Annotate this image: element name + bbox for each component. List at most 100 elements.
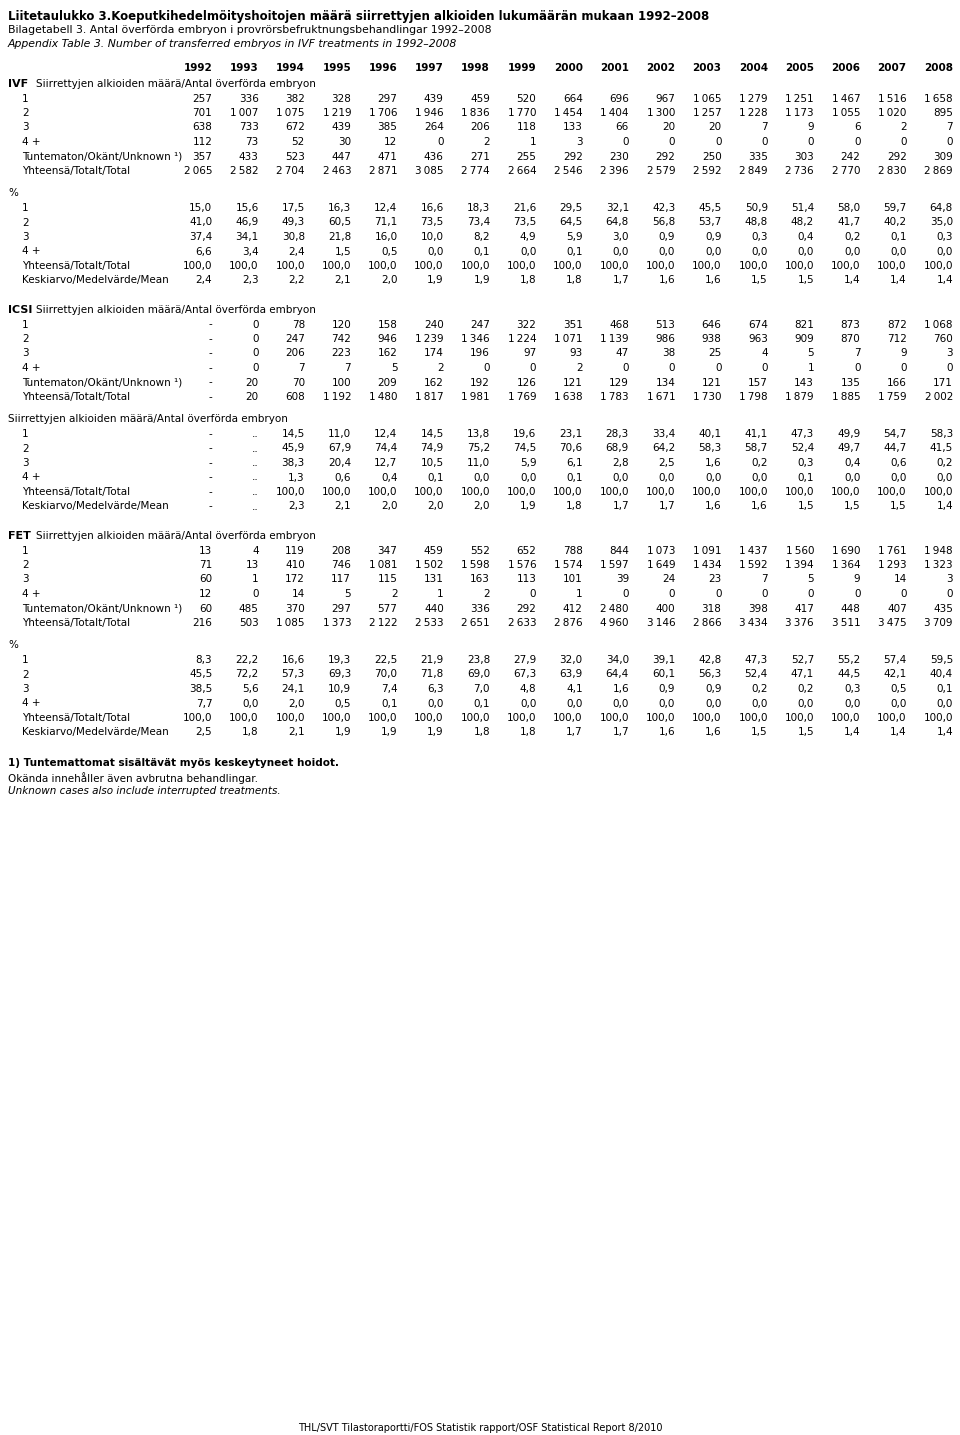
Text: 100,0: 100,0 xyxy=(415,713,444,723)
Text: 63,9: 63,9 xyxy=(560,670,583,680)
Text: ..: .. xyxy=(252,458,258,468)
Text: 0: 0 xyxy=(252,588,258,598)
Text: 5,9: 5,9 xyxy=(519,458,537,468)
Text: 0,0: 0,0 xyxy=(752,247,768,257)
Text: 1,5: 1,5 xyxy=(844,501,860,511)
Text: 2: 2 xyxy=(22,670,29,680)
Text: 44,7: 44,7 xyxy=(883,443,906,453)
Text: 20: 20 xyxy=(662,122,675,132)
Text: 2 533: 2 533 xyxy=(415,618,444,629)
Text: 638: 638 xyxy=(192,122,212,132)
Text: 78: 78 xyxy=(292,320,305,330)
Text: 15,6: 15,6 xyxy=(235,202,258,212)
Text: 440: 440 xyxy=(424,604,444,614)
Text: 309: 309 xyxy=(933,152,953,162)
Text: 3,0: 3,0 xyxy=(612,232,629,243)
Text: 459: 459 xyxy=(470,93,490,103)
Text: 2004: 2004 xyxy=(738,63,768,73)
Text: Siirrettyjen alkioiden määrä/Antal överförda embryon: Siirrettyjen alkioiden määrä/Antal överf… xyxy=(8,415,288,425)
Text: 100: 100 xyxy=(331,377,351,387)
Text: 41,7: 41,7 xyxy=(837,218,860,228)
Text: 113: 113 xyxy=(516,574,537,584)
Text: 8,3: 8,3 xyxy=(196,654,212,664)
Text: 2 002: 2 002 xyxy=(924,392,953,402)
Text: 0,2: 0,2 xyxy=(752,684,768,695)
Text: 0: 0 xyxy=(947,588,953,598)
Text: 0,5: 0,5 xyxy=(381,247,397,257)
Text: 1 946: 1 946 xyxy=(415,108,444,118)
Text: 2 871: 2 871 xyxy=(369,166,397,177)
Text: 1 480: 1 480 xyxy=(369,392,397,402)
Text: 100,0: 100,0 xyxy=(831,713,860,723)
Text: 1 576: 1 576 xyxy=(508,560,537,570)
Text: 208: 208 xyxy=(331,545,351,555)
Text: 10,0: 10,0 xyxy=(420,232,444,243)
Text: ..: .. xyxy=(252,429,258,439)
Text: 0,6: 0,6 xyxy=(890,458,906,468)
Text: ..: .. xyxy=(252,472,258,482)
Text: 7,0: 7,0 xyxy=(473,684,490,695)
Text: 1 658: 1 658 xyxy=(924,93,953,103)
Text: 0: 0 xyxy=(761,136,768,146)
Text: 1 219: 1 219 xyxy=(323,108,351,118)
Text: 100,0: 100,0 xyxy=(924,261,953,271)
Text: 100,0: 100,0 xyxy=(553,713,583,723)
Text: 4,9: 4,9 xyxy=(519,232,537,243)
Text: 70: 70 xyxy=(292,377,305,387)
Text: 2,3: 2,3 xyxy=(242,276,258,286)
Text: 73,5: 73,5 xyxy=(513,218,537,228)
Text: 72,2: 72,2 xyxy=(235,670,258,680)
Text: 1: 1 xyxy=(22,320,29,330)
Text: 100,0: 100,0 xyxy=(924,713,953,723)
Text: 264: 264 xyxy=(424,122,444,132)
Text: 100,0: 100,0 xyxy=(229,713,258,723)
Text: 7: 7 xyxy=(299,363,305,373)
Text: 1,8: 1,8 xyxy=(566,276,583,286)
Text: 7: 7 xyxy=(761,122,768,132)
Text: 2: 2 xyxy=(22,218,29,228)
Text: -: - xyxy=(208,472,212,482)
Text: 20: 20 xyxy=(708,122,722,132)
Text: 53,7: 53,7 xyxy=(698,218,722,228)
Text: 1,6: 1,6 xyxy=(705,501,722,511)
Text: 1,9: 1,9 xyxy=(519,501,537,511)
Text: 162: 162 xyxy=(424,377,444,387)
Text: 1995: 1995 xyxy=(323,63,351,73)
Text: 100,0: 100,0 xyxy=(182,713,212,723)
Text: 1,5: 1,5 xyxy=(334,247,351,257)
Text: 436: 436 xyxy=(424,152,444,162)
Text: 1997: 1997 xyxy=(415,63,444,73)
Text: 59,7: 59,7 xyxy=(883,202,906,212)
Text: 1,7: 1,7 xyxy=(612,501,629,511)
Text: -: - xyxy=(208,377,212,387)
Text: 100,0: 100,0 xyxy=(692,261,722,271)
Text: 646: 646 xyxy=(702,320,722,330)
Text: 520: 520 xyxy=(516,93,537,103)
Text: 117: 117 xyxy=(331,574,351,584)
Text: 0,0: 0,0 xyxy=(752,699,768,709)
Text: 1: 1 xyxy=(576,588,583,598)
Text: 1 073: 1 073 xyxy=(647,545,675,555)
Text: 6: 6 xyxy=(853,122,860,132)
Text: 45,5: 45,5 xyxy=(698,202,722,212)
Text: 3,4: 3,4 xyxy=(242,247,258,257)
Text: 1993: 1993 xyxy=(229,63,258,73)
Text: 2 122: 2 122 xyxy=(369,618,397,629)
Text: 788: 788 xyxy=(563,545,583,555)
Text: 0: 0 xyxy=(252,320,258,330)
Text: 2: 2 xyxy=(437,363,444,373)
Text: 100,0: 100,0 xyxy=(877,486,906,497)
Text: THL/SVT Tilastoraportti/FOS Statistik rapport/OSF Statistical Report 8/2010: THL/SVT Tilastoraportti/FOS Statistik ra… xyxy=(298,1424,662,1434)
Text: 8,2: 8,2 xyxy=(473,232,490,243)
Text: 12,4: 12,4 xyxy=(374,429,397,439)
Text: 1 394: 1 394 xyxy=(785,560,814,570)
Text: 100,0: 100,0 xyxy=(553,261,583,271)
Text: 370: 370 xyxy=(285,604,305,614)
Text: 733: 733 xyxy=(239,122,258,132)
Text: 100,0: 100,0 xyxy=(831,486,860,497)
Text: 121: 121 xyxy=(563,377,583,387)
Text: 1 081: 1 081 xyxy=(369,560,397,570)
Text: 23,1: 23,1 xyxy=(560,429,583,439)
Text: 118: 118 xyxy=(516,122,537,132)
Text: 0,0: 0,0 xyxy=(520,699,537,709)
